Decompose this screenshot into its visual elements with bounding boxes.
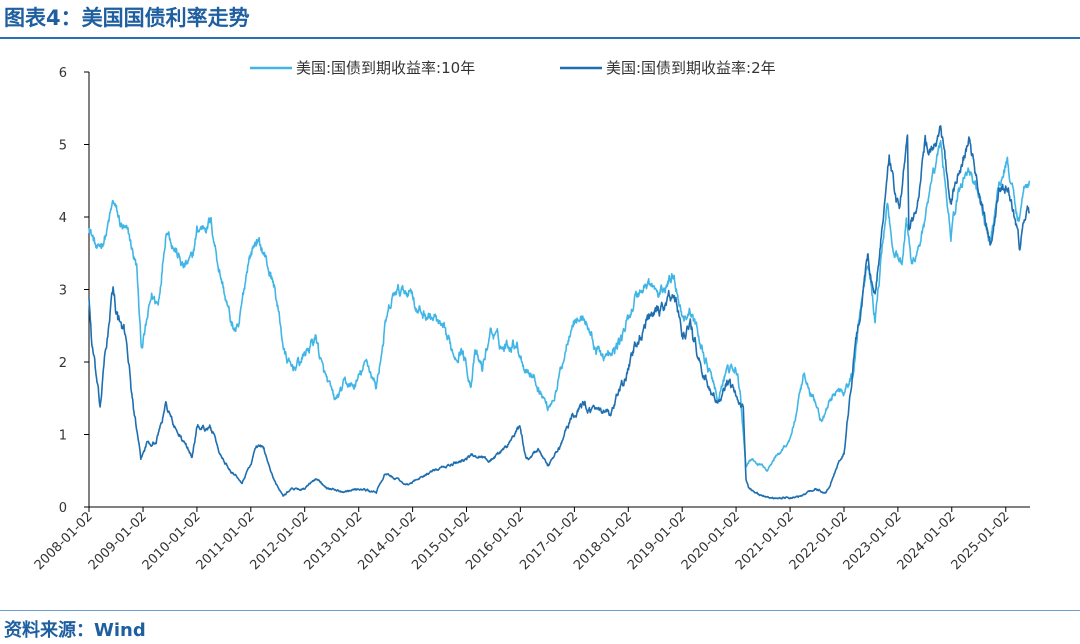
y-tick-label: 6 — [59, 66, 67, 81]
y-tick-label: 2 — [59, 356, 67, 371]
y-tick-label: 4 — [59, 211, 67, 226]
chart-title: 图表4：美国国债利率走势 — [4, 6, 250, 30]
source-note: 资料来源：Wind — [4, 620, 146, 641]
y-tick-label: 3 — [59, 284, 67, 299]
series-line-10y — [88, 140, 1031, 472]
chart-axes: 01234562008-01-022009-01-022010-01-02201… — [32, 66, 1030, 573]
y-tick-label: 5 — [59, 139, 67, 154]
y-tick-label: 1 — [59, 429, 67, 444]
header: 图表4：美国国债利率走势 — [0, 0, 1080, 36]
y-tick-label: 0 — [59, 501, 67, 516]
legend-label-10y: 美国:国债到期收益率:10年 — [296, 59, 475, 77]
bottom-divider — [0, 610, 1080, 611]
legend-label-2y: 美国:国债到期收益率:2年 — [606, 59, 776, 77]
series-line-2y — [88, 125, 1031, 500]
line-chart: 01234562008-01-022009-01-022010-01-02201… — [32, 59, 1031, 573]
chart-legend: 美国:国债到期收益率:10年 美国:国债到期收益率:2年 — [250, 59, 776, 77]
series-layer — [88, 125, 1031, 500]
top-divider — [0, 37, 1080, 39]
x-tick-label: 2025-01-02 — [949, 509, 1013, 573]
